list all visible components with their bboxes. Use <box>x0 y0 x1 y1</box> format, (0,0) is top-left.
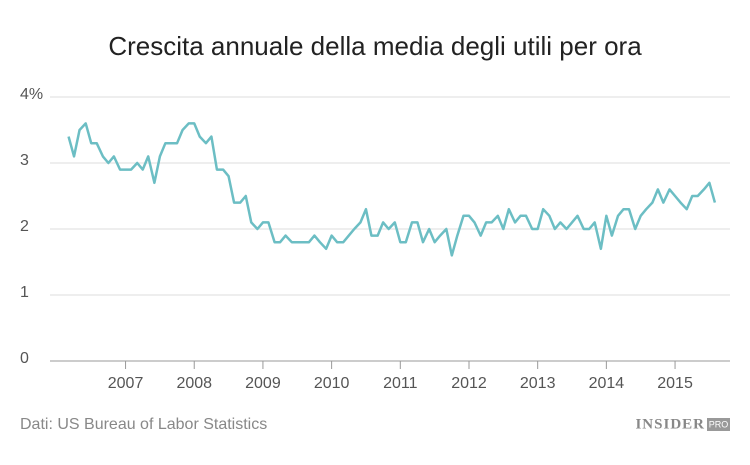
x-tick-label: 2013 <box>520 375 556 392</box>
logo: INSIDER <box>635 416 705 432</box>
logo-badge: PRO <box>709 419 729 429</box>
data-line <box>67 122 717 257</box>
x-tick-label: 2015 <box>657 375 693 392</box>
x-tick-label: 2009 <box>245 375 281 392</box>
x-tick-label: 2012 <box>451 375 487 392</box>
x-tick-label: 2010 <box>314 375 350 392</box>
y-tick-label: 3 <box>20 152 29 169</box>
chart-title: Crescita annuale della media degli utili… <box>108 31 642 61</box>
x-tick-label: 2008 <box>176 375 212 392</box>
logo-badge-bg <box>707 418 730 431</box>
y-tick-label: 4% <box>20 86 43 103</box>
source-note: Dati: US Bureau of Labor Statistics <box>20 416 267 433</box>
y-tick-label: 0 <box>20 350 29 367</box>
x-tick-label: 2007 <box>108 375 144 392</box>
x-tick-label: 2011 <box>383 375 418 392</box>
x-tick-label: 2014 <box>589 375 625 392</box>
y-tick-label: 1 <box>20 284 29 301</box>
y-tick-label: 2 <box>20 218 29 235</box>
